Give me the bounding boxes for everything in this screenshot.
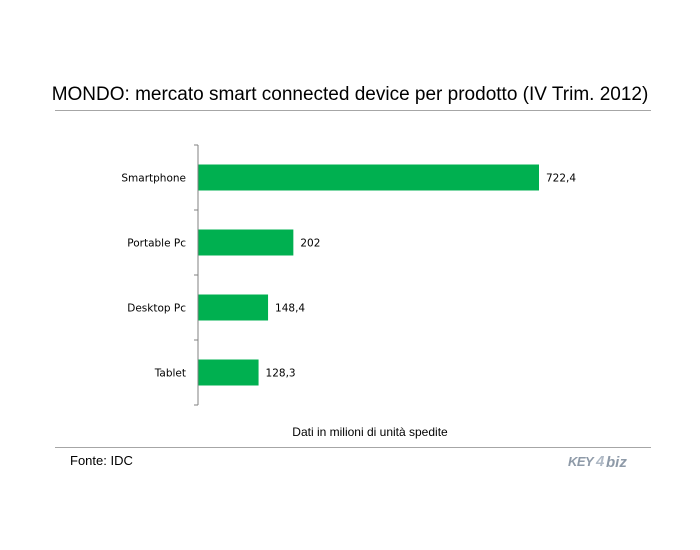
value-label: 148,4 [275,303,305,315]
category-label: Smartphone [121,173,186,185]
bars-layer [198,164,539,386]
value-label: 722,4 [546,173,576,185]
labels-layer: Smartphone 722,4 Portable Pc 202 Desktop Pc 1… [121,173,576,380]
svg-text:4: 4 [595,453,605,470]
category-label: Portable Pc [127,238,186,250]
svg-text:biz: biz [606,454,627,471]
title-divider [55,110,651,111]
chart-title: MONDO: mercato smart connected device pe… [51,84,649,105]
category-label: Desktop Pc [127,303,186,315]
axis-layer [194,144,199,406]
value-label: 128,3 [266,368,296,380]
category-label: Tablet [154,368,186,380]
bar-chart: Smartphone 722,4 Portable Pc 202 Desktop Pc 1… [121,144,576,406]
footer-divider [55,447,651,448]
value-label: 202 [300,238,320,250]
key4biz-logo: KEY 4 biz [568,453,627,471]
bar-portable-pc [198,229,294,256]
svg-text:KEY: KEY [568,454,595,469]
chart-caption: Dati in milioni di unità spedite [292,425,448,439]
bar-tablet [198,359,259,386]
source-label: Fonte: IDC [70,453,133,468]
bar-desktop-pc [198,294,269,321]
bar-smartphone [198,164,539,191]
